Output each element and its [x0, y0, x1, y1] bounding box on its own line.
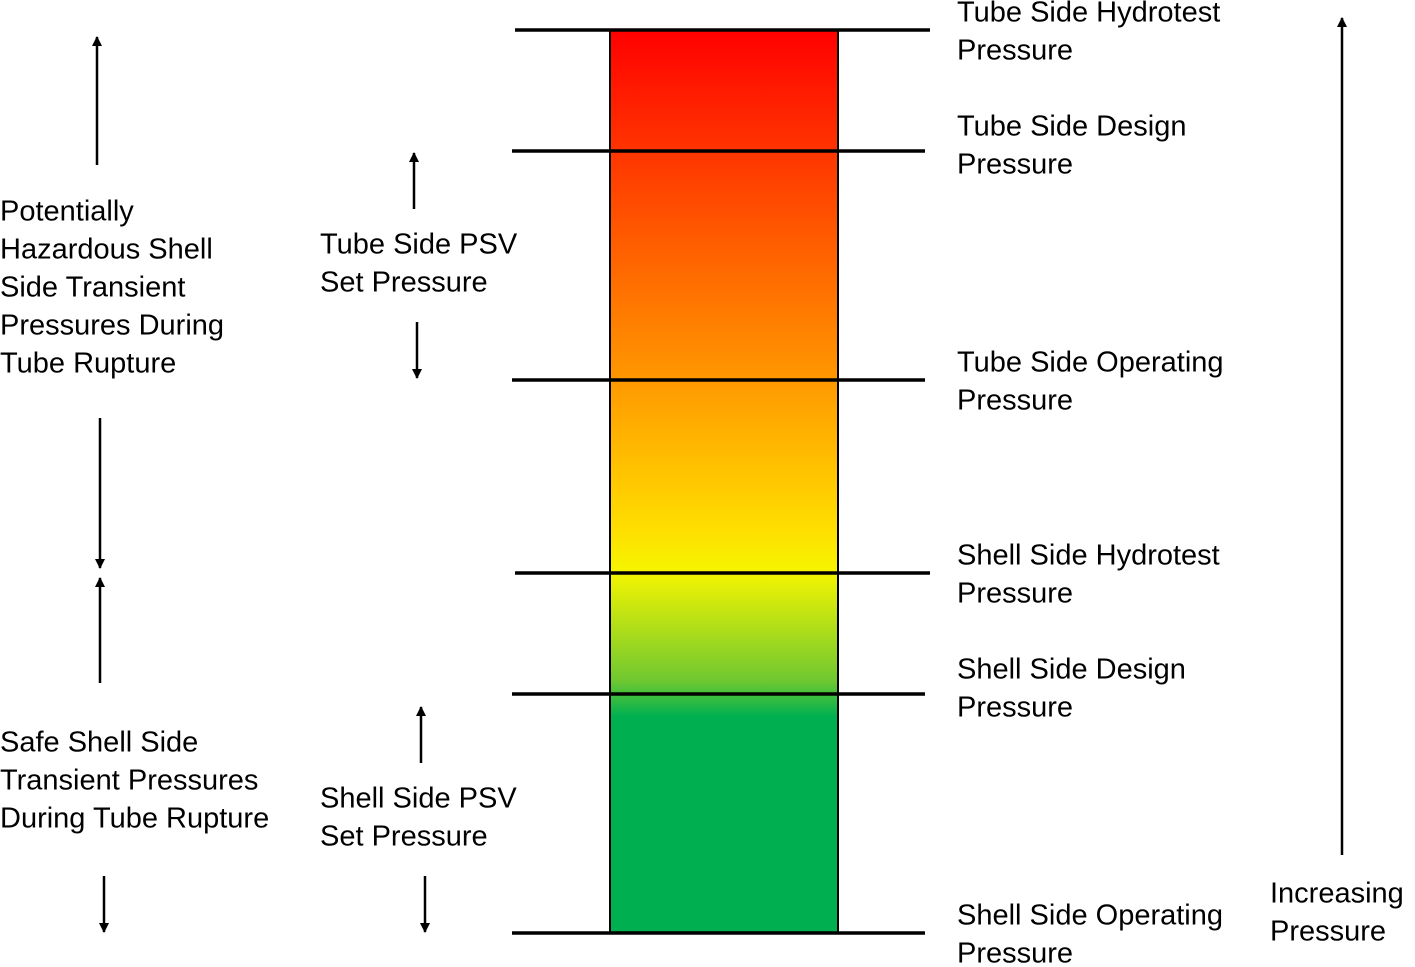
level-label: Tube Side Design: [957, 111, 1186, 143]
zone-label: Pressures During: [0, 310, 224, 342]
zone-label: Transient Pressures: [0, 765, 258, 797]
zone-label: Safe Shell Side: [0, 727, 198, 759]
level-label: Shell Side Hydrotest: [957, 540, 1220, 572]
level-label: Pressure: [957, 385, 1073, 417]
level-label: Tube Side Hydrotest: [957, 0, 1220, 29]
axis-label: Increasing: [1270, 878, 1404, 910]
zone-label: During Tube Rupture: [0, 803, 269, 835]
level-lines: [512, 28, 930, 935]
psv-label: Set Pressure: [320, 821, 488, 853]
zone-label: Potentially: [0, 196, 134, 228]
psv-label: Set Pressure: [320, 267, 488, 299]
level-label: Pressure: [957, 35, 1073, 67]
psv-label: Shell Side PSV: [320, 783, 517, 815]
level-label: Shell Side Operating: [957, 900, 1223, 932]
level-label: Tube Side Operating: [957, 347, 1224, 379]
level-label: Shell Side Design: [957, 654, 1186, 686]
level-label: Pressure: [957, 578, 1073, 610]
arrows: [92, 17, 1347, 933]
level-label: Pressure: [957, 692, 1073, 724]
zone-label: Hazardous Shell: [0, 234, 213, 266]
level-label: Pressure: [957, 938, 1073, 967]
pressure-bar: [609, 29, 839, 934]
zone-label: Tube Rupture: [0, 348, 176, 380]
zone-label: Side Transient: [0, 272, 185, 304]
psv-label: Tube Side PSV: [320, 229, 518, 261]
level-label: Pressure: [957, 149, 1073, 181]
axis-label: Pressure: [1270, 916, 1386, 948]
